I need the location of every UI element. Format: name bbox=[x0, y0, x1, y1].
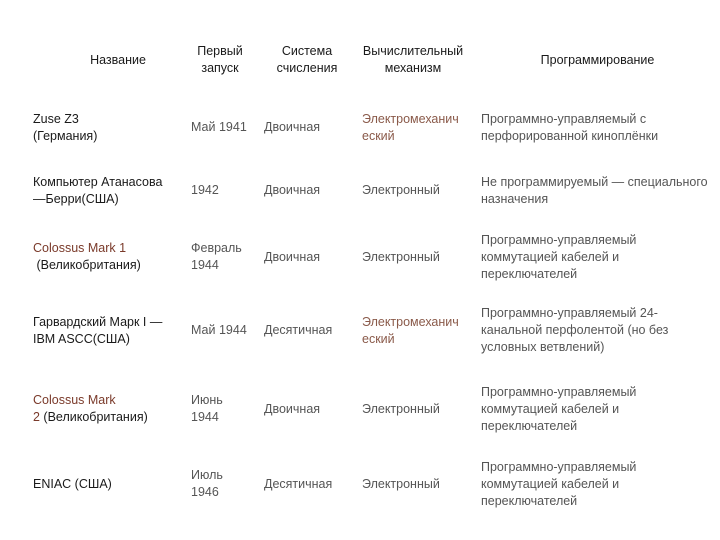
row-programming: Программно-управляемый с перфорированной… bbox=[481, 112, 659, 143]
header-first-launch: Первый запуск bbox=[197, 44, 243, 75]
row-name-line2-num: 2 bbox=[33, 410, 40, 424]
row-programming: Не программируемый — специального назнач… bbox=[481, 175, 708, 206]
row-name-line2: 2 (Великобритания) bbox=[33, 409, 193, 426]
row-mechanism: Электронный bbox=[362, 183, 440, 197]
header-programming: Программирование bbox=[540, 53, 655, 67]
row-programming: Программно-управляемый коммутацией кабел… bbox=[481, 460, 637, 508]
header-name: Название bbox=[90, 53, 146, 67]
row-system: Двоичная bbox=[264, 250, 321, 264]
row-launch: Май 1941 bbox=[191, 120, 247, 134]
table-row-name: Zuse Z3 (Германия) bbox=[33, 111, 183, 145]
row-name-line2-country: (Великобритания) bbox=[39, 410, 148, 424]
row-mechanism: Электронный bbox=[362, 250, 440, 264]
row-launch: Июнь 1944 bbox=[191, 393, 223, 424]
row-name-line1: Zuse Z3 bbox=[33, 112, 79, 126]
row-programming: Программно-управляемый коммутацией кабел… bbox=[481, 385, 637, 433]
row-name-line1-country: (США) bbox=[71, 477, 112, 491]
header-mechanism: Вычислительный механизм bbox=[362, 44, 464, 75]
row-system: Двоичная bbox=[264, 183, 321, 197]
table-row-name: ENIAC (США) bbox=[33, 476, 183, 493]
row-programming: Программно-управляемый 24- канальной пер… bbox=[481, 306, 669, 354]
row-name-line2: (Германия) bbox=[33, 129, 98, 143]
row-launch: Февраль 1944 bbox=[191, 241, 242, 272]
row-launch: 1942 bbox=[191, 183, 219, 197]
table-row-name: Гарвардский Марк I — IBM ASCC(США) bbox=[33, 314, 188, 348]
row-mechanism: Электронный bbox=[362, 402, 440, 416]
row-system: Десятичная bbox=[264, 477, 333, 491]
row-mechanism: Электромеханич еский bbox=[362, 112, 459, 143]
table-row-name: Компьютер Атанасова —Берри(США) bbox=[33, 174, 188, 208]
row-mechanism: Электронный bbox=[362, 477, 440, 491]
row-name-line2: (Великобритания) bbox=[33, 258, 141, 272]
row-launch: Май 1944 bbox=[191, 323, 247, 337]
row-launch: Июль 1946 bbox=[191, 468, 223, 499]
row-system: Двоичная bbox=[264, 120, 321, 134]
header-numeral-system: Система счисления bbox=[276, 44, 338, 75]
row-name-line1: Компьютер Атанасова bbox=[33, 175, 163, 189]
row-name-line2: —Берри(США) bbox=[33, 192, 119, 206]
row-name-line1: ENIAC bbox=[33, 477, 72, 491]
row-name-line1: Гарвардский Марк I — bbox=[33, 315, 163, 329]
row-name-line1: Colossus Mark 1 bbox=[33, 241, 127, 255]
row-system: Двоичная bbox=[264, 402, 321, 416]
table-row-name: Colossus Mark 1 (Великобритания) bbox=[33, 240, 183, 274]
row-mechanism: Электромеханич еский bbox=[362, 315, 459, 346]
table-row-name: Colossus Mark 2 (Великобритания) bbox=[33, 392, 193, 426]
row-programming: Программно-управляемый коммутацией кабел… bbox=[481, 233, 637, 281]
row-system: Десятичная bbox=[264, 323, 333, 337]
row-name-line1: Colossus Mark bbox=[33, 393, 116, 407]
row-name-line2: IBM ASCC(США) bbox=[33, 332, 130, 346]
